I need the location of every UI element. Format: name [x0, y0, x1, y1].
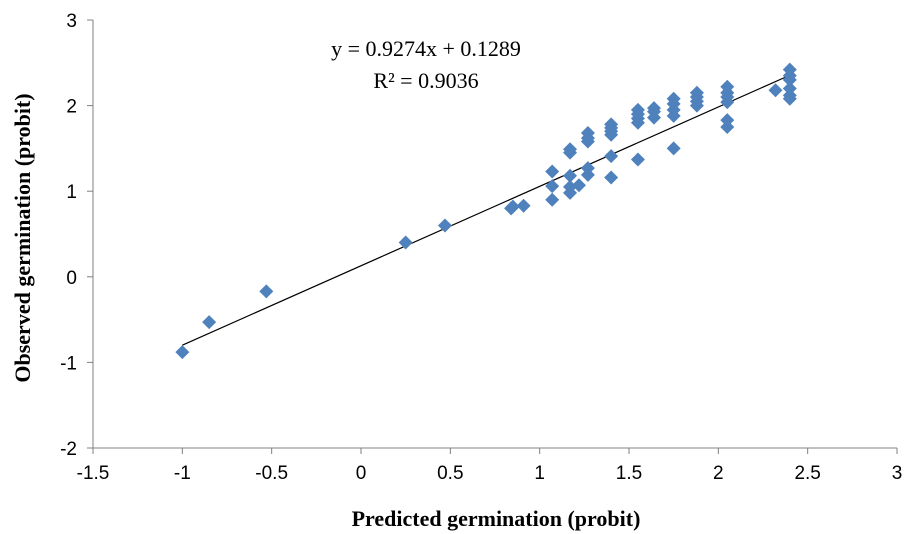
tick-labels: -1.5 -1 -0.5 0 0.5 1 1.5 2 2.5 3 -2 -1 0 1 2 3 — [60, 11, 902, 484]
data-point — [604, 117, 619, 132]
data-point — [202, 315, 217, 330]
data-point — [647, 101, 662, 116]
data-point — [666, 91, 681, 106]
data-point — [563, 179, 578, 194]
x-tick-label: 0 — [356, 463, 367, 484]
data-point — [545, 192, 560, 207]
y-axis-title: Observed germination (probit) — [10, 93, 35, 382]
x-axis-title: Predicted germination (probit) — [352, 506, 641, 531]
data-points — [175, 62, 797, 360]
y-tick-label: 2 — [66, 97, 77, 118]
data-point — [604, 149, 619, 164]
data-point — [259, 284, 274, 299]
x-tick-label: -0.5 — [255, 463, 288, 484]
y-tick-label: 1 — [66, 182, 77, 203]
data-point — [505, 199, 520, 214]
data-point — [689, 85, 704, 100]
x-tick-label: 1 — [534, 463, 545, 484]
data-point — [516, 198, 531, 213]
data-point — [563, 168, 578, 183]
trendline — [182, 74, 791, 346]
data-point — [630, 102, 645, 117]
data-point — [175, 345, 190, 360]
data-point — [563, 142, 578, 157]
x-tick-label: 1.5 — [616, 463, 642, 484]
data-point — [580, 161, 595, 176]
data-point — [630, 152, 645, 167]
data-point — [720, 79, 735, 94]
x-tick-label: 0.5 — [437, 463, 463, 484]
axes — [87, 19, 898, 454]
data-point — [398, 235, 413, 250]
data-point — [720, 113, 735, 128]
data-point — [604, 170, 619, 185]
y-tick-label: 0 — [66, 268, 77, 289]
x-tick-label: -1.5 — [77, 463, 110, 484]
x-tick-label: 3 — [892, 463, 903, 484]
y-tick-label: -2 — [60, 439, 77, 460]
data-point — [545, 179, 560, 194]
r-squared-label: R² = 0.9036 — [373, 68, 478, 93]
data-point — [580, 125, 595, 140]
x-tick-label: 2 — [713, 463, 724, 484]
x-tick-label: -1 — [174, 463, 191, 484]
data-point — [782, 62, 797, 77]
data-point — [782, 81, 797, 96]
data-point — [437, 218, 452, 233]
data-point — [666, 141, 681, 156]
x-tick-label: 2.5 — [794, 463, 820, 484]
data-point — [768, 83, 783, 98]
data-point — [571, 178, 586, 193]
y-tick-label: 3 — [66, 11, 77, 32]
trendline-equation: y = 0.9274x + 0.1289 — [331, 36, 521, 61]
y-tick-label: -1 — [60, 353, 77, 374]
data-point — [545, 164, 560, 179]
